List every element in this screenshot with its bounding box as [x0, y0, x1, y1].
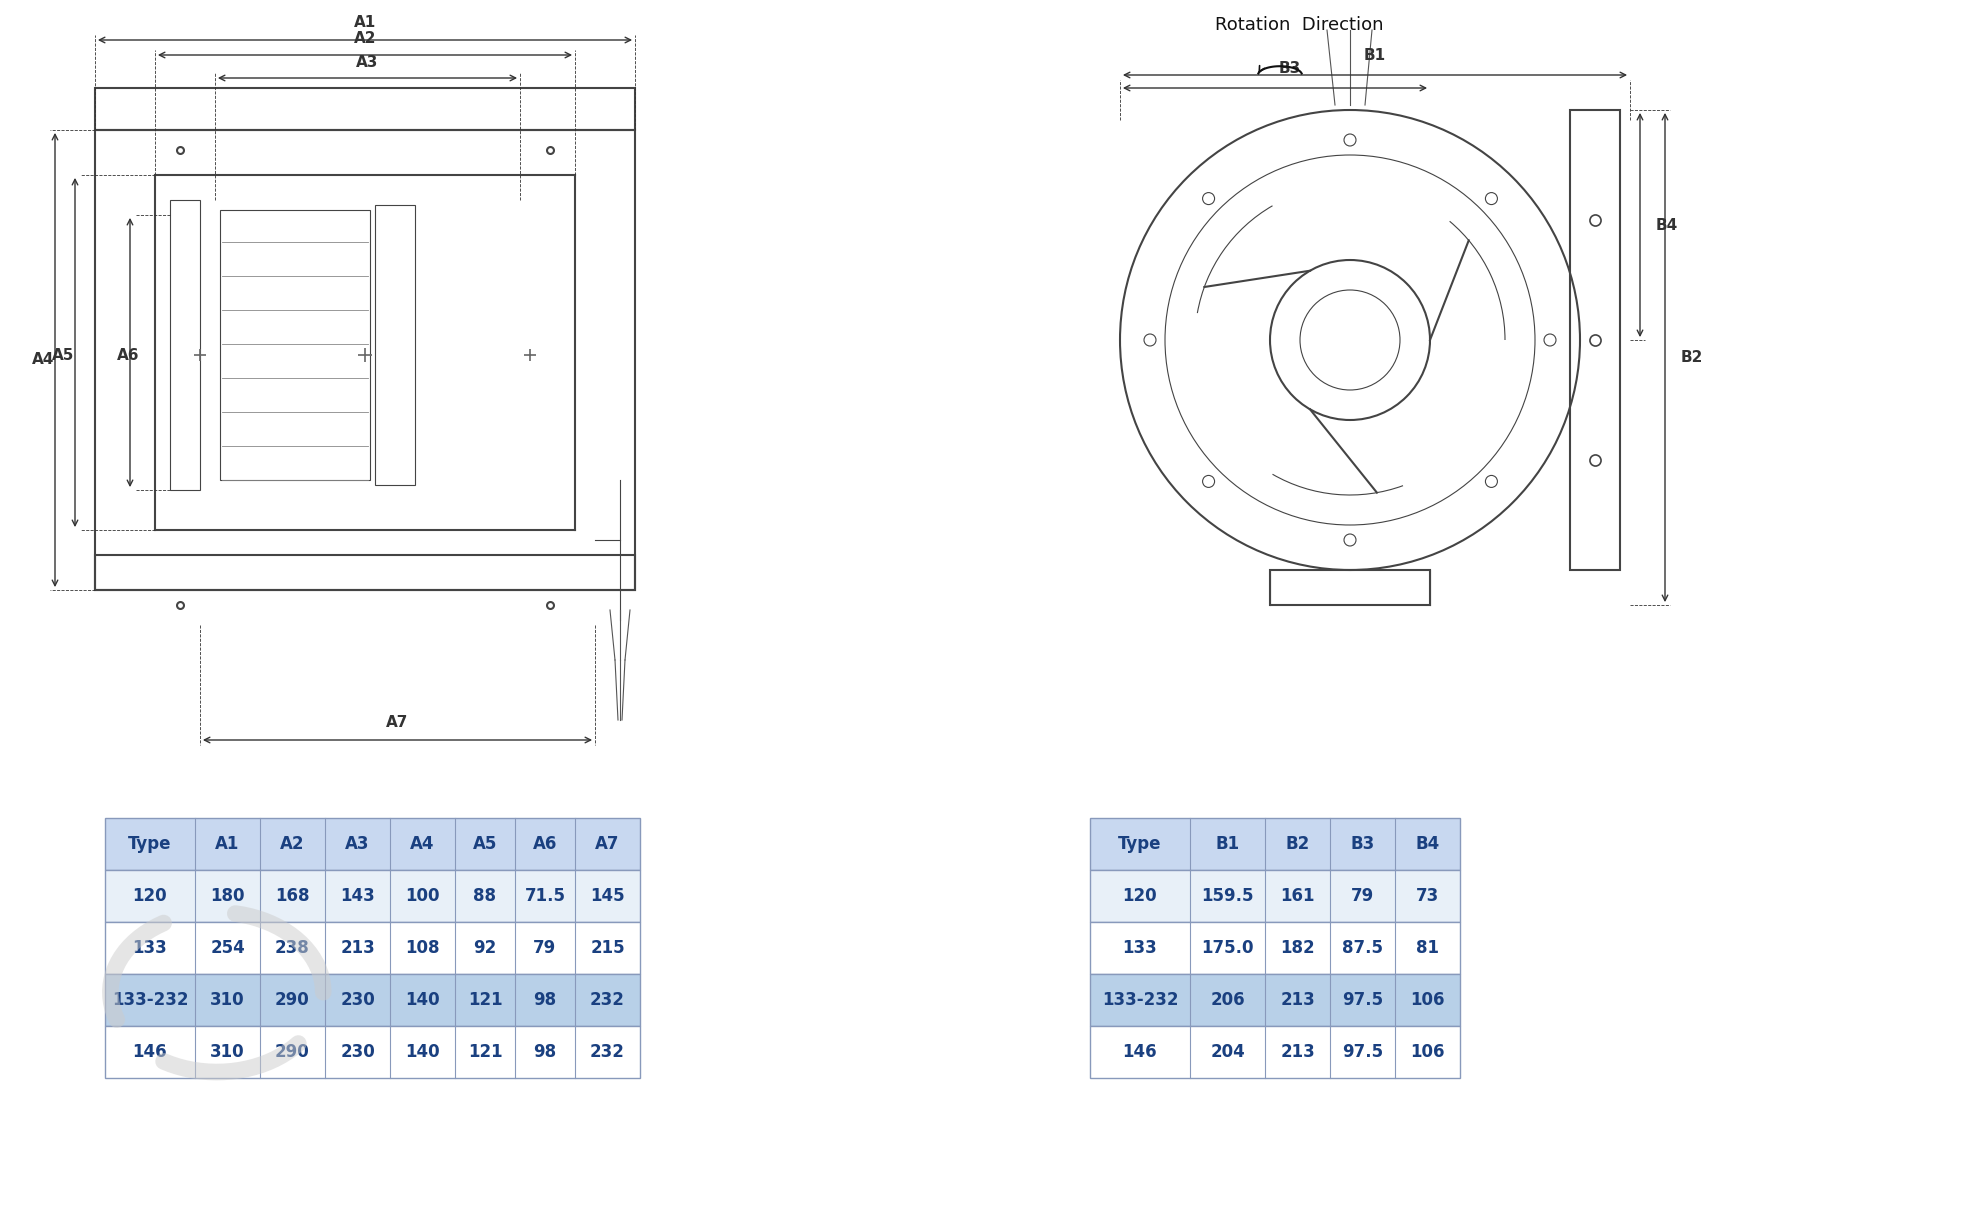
Text: B2: B2 — [1285, 835, 1309, 853]
Bar — [1571, 110, 1620, 570]
Text: 232: 232 — [589, 991, 625, 1009]
Text: B3: B3 — [1279, 60, 1301, 76]
Text: 310: 310 — [211, 991, 244, 1009]
Text: 120: 120 — [1123, 887, 1157, 905]
Text: Type: Type — [1118, 835, 1161, 853]
Bar — [374, 204, 416, 485]
Text: B1: B1 — [1364, 48, 1386, 63]
Text: 213: 213 — [1279, 1043, 1315, 1061]
Text: 88: 88 — [473, 887, 497, 905]
Text: 98: 98 — [534, 991, 556, 1009]
Bar — [104, 870, 641, 922]
Text: 140: 140 — [406, 1043, 440, 1061]
Text: 106: 106 — [1409, 991, 1445, 1009]
Bar — [104, 922, 641, 974]
Text: 182: 182 — [1281, 939, 1315, 957]
Text: 215: 215 — [589, 939, 625, 957]
Bar — [1090, 870, 1461, 922]
Text: 206: 206 — [1210, 991, 1246, 1009]
Text: A3: A3 — [357, 54, 378, 70]
Text: A4: A4 — [410, 835, 436, 853]
Text: A6: A6 — [532, 835, 558, 853]
Bar — [170, 200, 199, 490]
Text: 100: 100 — [406, 887, 440, 905]
Bar — [95, 88, 635, 129]
Text: 238: 238 — [276, 939, 309, 957]
Text: 98: 98 — [534, 1043, 556, 1061]
Text: 79: 79 — [1350, 887, 1374, 905]
Text: 290: 290 — [276, 991, 309, 1009]
Bar — [95, 129, 635, 590]
Text: A2: A2 — [280, 835, 306, 853]
Text: A4: A4 — [32, 352, 53, 368]
Bar — [104, 818, 641, 870]
Text: 146: 146 — [1123, 1043, 1157, 1061]
Text: 106: 106 — [1409, 1043, 1445, 1061]
Text: 145: 145 — [589, 887, 625, 905]
Text: 108: 108 — [406, 939, 440, 957]
Bar — [1269, 570, 1431, 605]
Text: B4: B4 — [1656, 218, 1677, 232]
Text: 232: 232 — [589, 1043, 625, 1061]
Text: 120: 120 — [132, 887, 168, 905]
Text: A1: A1 — [355, 15, 376, 30]
Text: A5: A5 — [473, 835, 497, 853]
Bar — [1090, 974, 1461, 1026]
Text: 133-232: 133-232 — [112, 991, 189, 1009]
Text: 290: 290 — [276, 1043, 309, 1061]
Text: 79: 79 — [534, 939, 556, 957]
Text: Type: Type — [128, 835, 171, 853]
Text: A7: A7 — [595, 835, 619, 853]
Bar — [221, 211, 371, 480]
Text: 81: 81 — [1415, 939, 1439, 957]
Text: 97.5: 97.5 — [1342, 1043, 1384, 1061]
Text: 230: 230 — [341, 991, 374, 1009]
Text: 213: 213 — [1279, 991, 1315, 1009]
Bar — [1090, 922, 1461, 974]
Text: 71.5: 71.5 — [524, 887, 566, 905]
Text: 175.0: 175.0 — [1200, 939, 1254, 957]
Text: 213: 213 — [341, 939, 374, 957]
Text: A3: A3 — [345, 835, 371, 853]
Text: 121: 121 — [467, 991, 503, 1009]
Text: 254: 254 — [211, 939, 244, 957]
Text: 97.5: 97.5 — [1342, 991, 1384, 1009]
Text: 230: 230 — [341, 1043, 374, 1061]
Bar — [104, 974, 641, 1026]
Bar — [1090, 818, 1461, 870]
Text: 310: 310 — [211, 1043, 244, 1061]
Text: 133: 133 — [1123, 939, 1157, 957]
Bar — [104, 1026, 641, 1078]
Text: A6: A6 — [116, 347, 140, 363]
Text: 87.5: 87.5 — [1342, 939, 1384, 957]
Text: 146: 146 — [132, 1043, 168, 1061]
Text: A2: A2 — [353, 31, 376, 46]
Text: A5: A5 — [51, 347, 75, 363]
Text: B3: B3 — [1350, 835, 1374, 853]
Bar — [1090, 1026, 1461, 1078]
Text: Rotation  Direction: Rotation Direction — [1214, 16, 1384, 34]
Text: 143: 143 — [341, 887, 374, 905]
Text: 133: 133 — [132, 939, 168, 957]
Text: A7: A7 — [386, 715, 408, 730]
Text: 121: 121 — [467, 1043, 503, 1061]
Text: B1: B1 — [1216, 835, 1240, 853]
Text: 161: 161 — [1281, 887, 1315, 905]
Bar — [95, 555, 635, 590]
Text: 92: 92 — [473, 939, 497, 957]
Text: 73: 73 — [1415, 887, 1439, 905]
Text: 159.5: 159.5 — [1200, 887, 1254, 905]
Text: 168: 168 — [276, 887, 309, 905]
Text: B2: B2 — [1681, 350, 1703, 365]
Text: 180: 180 — [211, 887, 244, 905]
Text: 133-232: 133-232 — [1102, 991, 1179, 1009]
Text: 204: 204 — [1210, 1043, 1246, 1061]
Text: A1: A1 — [215, 835, 240, 853]
Text: 140: 140 — [406, 991, 440, 1009]
Text: B4: B4 — [1415, 835, 1439, 853]
